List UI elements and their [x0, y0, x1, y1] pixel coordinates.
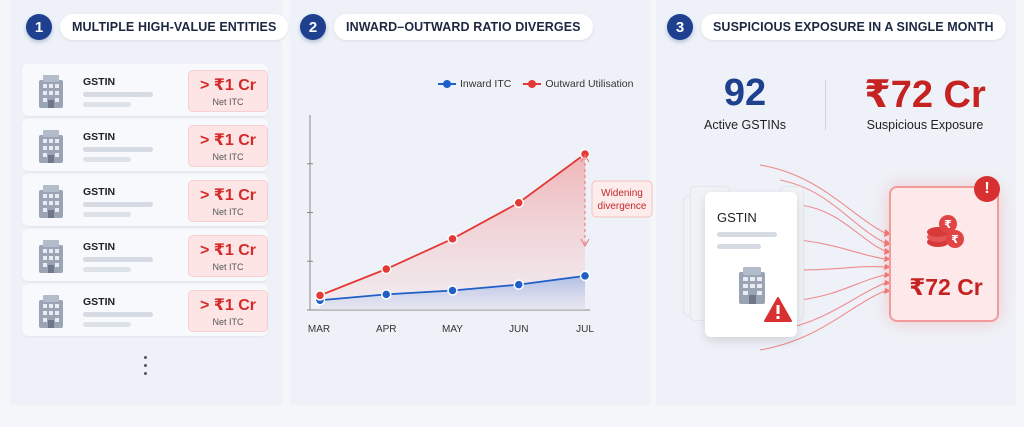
legend-item-inward: Inward ITC: [438, 78, 511, 90]
placeholder-line: [83, 202, 153, 207]
active-gstins-value: 92: [723, 72, 767, 114]
svg-text:₹: ₹: [944, 218, 952, 231]
divergence-label-2: divergence: [598, 201, 647, 212]
vertical-ellipsis-icon: [142, 356, 148, 380]
data-point-inward-apr: [381, 289, 392, 300]
panel2-header: 2 INWARD–OUTWARD RATIO DIVERGES: [300, 14, 593, 40]
placeholder-line: [83, 102, 131, 107]
entity-row: GSTIN > ₹1 Cr Net ITC: [22, 284, 268, 336]
net-itc-label: Net ITC: [212, 262, 244, 272]
net-itc-badge: > ₹1 Cr Net ITC: [188, 125, 268, 167]
net-itc-value: > ₹1 Cr: [199, 187, 257, 204]
placeholder-line: [83, 147, 153, 152]
data-point-inward-jul: [579, 270, 591, 282]
panel1-title: MULTIPLE HIGH-VALUE ENTITIES: [60, 14, 289, 40]
net-itc-label: Net ITC: [212, 317, 244, 327]
warning-triangle-icon: [764, 297, 792, 322]
net-itc-label: Net ITC: [212, 207, 244, 217]
placeholder-line: [83, 92, 153, 97]
data-point-outward-mar: [314, 290, 326, 301]
legend-item-outward: Outward Utilisation: [523, 78, 633, 90]
net-itc-badge: > ₹1 Cr Net ITC: [188, 70, 268, 112]
data-point-outward-may: [447, 233, 458, 245]
legend-label-outward: Outward Utilisation: [545, 78, 634, 90]
divergence-arrow-up: [580, 153, 590, 163]
active-gstins-label: Active GSTINs: [704, 118, 786, 132]
legend-label-inward: Inward ITC: [460, 78, 512, 90]
placeholder-line: [83, 322, 131, 327]
building-icon: [39, 295, 63, 328]
entity-row: GSTIN > ₹1 Cr Net ITC: [22, 229, 268, 281]
placeholder-line: [83, 312, 153, 317]
gstin-card-label: GSTIN: [717, 210, 757, 225]
net-itc-label: Net ITC: [212, 152, 244, 162]
panel2-title: INWARD–OUTWARD RATIO DIVERGES: [334, 14, 593, 40]
divergence-callout: [591, 180, 653, 218]
gstin-label: GSTIN: [83, 296, 116, 308]
flow-arrowheads: [884, 229, 891, 294]
placeholder-line: [717, 232, 777, 237]
data-point-outward-apr: [381, 263, 392, 275]
suspicious-exposure-label: Suspicious Exposure: [866, 118, 984, 132]
entity-row: GSTIN > ₹1 Cr Net ITC: [22, 174, 268, 226]
gstin-card: GSTIN: [705, 192, 797, 337]
net-itc-value: > ₹1 Cr: [199, 77, 257, 94]
stats-divider: [825, 80, 826, 130]
placeholder-line: [83, 257, 153, 262]
data-point-inward-may: [447, 285, 458, 296]
gstin-label: GSTIN: [83, 186, 116, 198]
net-itc-value: > ₹1 Cr: [199, 297, 257, 314]
step-number-2: 2: [300, 14, 326, 40]
entity-row: GSTIN > ₹1 Cr Net ITC: [22, 119, 268, 171]
x-tick-label-jul: JUL: [576, 324, 594, 335]
net-itc-value: > ₹1 Cr: [199, 242, 257, 259]
suspicious-exposure-value: ₹72 Cr: [864, 74, 986, 116]
alert-circle-icon: !: [974, 176, 1000, 202]
x-tick-label-may: MAY: [442, 324, 463, 335]
placeholder-line: [83, 212, 131, 217]
net-itc-badge: > ₹1 Cr Net ITC: [188, 290, 268, 332]
panel-ratio-diverges: [290, 0, 650, 405]
gstin-label: GSTIN: [83, 241, 116, 253]
building-icon: [39, 75, 63, 108]
net-itc-badge: > ₹1 Cr Net ITC: [188, 180, 268, 222]
exposure-target-box: ₹ ₹ ₹72 Cr: [889, 186, 999, 322]
step-number-3: 3: [667, 14, 693, 40]
placeholder-line: [83, 267, 131, 272]
chart-legend: Inward ITC Outward Utilisation: [438, 78, 645, 90]
svg-text:₹: ₹: [951, 233, 959, 246]
building-icon: [39, 130, 63, 163]
gstin-label: GSTIN: [83, 131, 116, 143]
x-tick-label-jun: JUN: [509, 324, 528, 335]
building-icon: [739, 267, 765, 304]
panel3-header: 3 SUSPICIOUS EXPOSURE IN A SINGLE MONTH: [667, 14, 1006, 40]
gstin-label: GSTIN: [83, 76, 116, 88]
x-tick-label-mar: MAR: [308, 324, 330, 335]
panel1-header: 1 MULTIPLE HIGH-VALUE ENTITIES: [26, 14, 289, 40]
building-icon: [39, 240, 63, 273]
panel3-title: SUSPICIOUS EXPOSURE IN A SINGLE MONTH: [701, 14, 1006, 40]
net-itc-value: > ₹1 Cr: [199, 132, 257, 149]
building-icon: [39, 185, 63, 218]
data-point-outward-jun: [513, 197, 524, 208]
net-itc-badge: > ₹1 Cr Net ITC: [188, 235, 268, 277]
rupee-coins-icon: ₹ ₹: [927, 215, 964, 248]
net-itc-label: Net ITC: [212, 97, 244, 107]
x-tick-label-apr: APR: [376, 324, 397, 335]
divergence-arrow-down: [580, 238, 590, 248]
placeholder-line: [83, 157, 131, 162]
step-number-1: 1: [26, 14, 52, 40]
placeholder-line: [717, 244, 761, 249]
entity-row: GSTIN > ₹1 Cr Net ITC: [22, 64, 268, 116]
divergence-label-1: Widening: [601, 188, 643, 199]
target-amount: ₹72 Cr: [909, 274, 983, 300]
data-point-inward-jun: [513, 279, 524, 290]
